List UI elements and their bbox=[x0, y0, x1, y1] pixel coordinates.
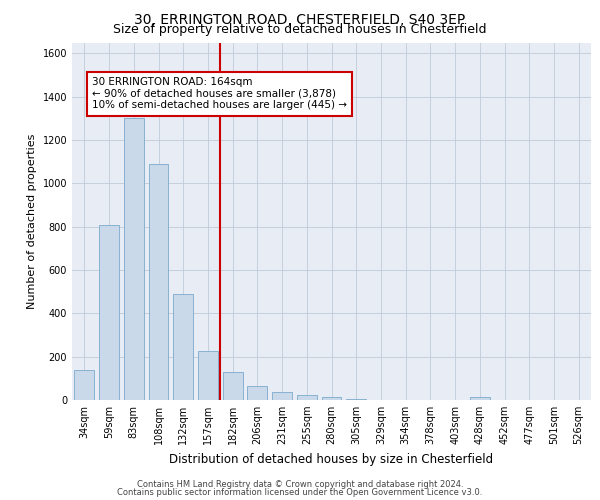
Text: Contains public sector information licensed under the Open Government Licence v3: Contains public sector information licen… bbox=[118, 488, 482, 497]
Bar bbox=[346, 399, 366, 400]
X-axis label: Distribution of detached houses by size in Chesterfield: Distribution of detached houses by size … bbox=[169, 452, 494, 466]
Bar bbox=[223, 372, 242, 400]
Bar bbox=[322, 397, 341, 400]
Bar bbox=[124, 118, 143, 400]
Bar bbox=[74, 370, 94, 400]
Y-axis label: Number of detached properties: Number of detached properties bbox=[27, 134, 37, 309]
Text: Contains HM Land Registry data © Crown copyright and database right 2024.: Contains HM Land Registry data © Crown c… bbox=[137, 480, 463, 489]
Bar bbox=[173, 294, 193, 400]
Bar bbox=[247, 386, 267, 400]
Bar bbox=[272, 392, 292, 400]
Bar bbox=[297, 394, 317, 400]
Bar bbox=[470, 397, 490, 400]
Text: Size of property relative to detached houses in Chesterfield: Size of property relative to detached ho… bbox=[113, 22, 487, 36]
Bar bbox=[149, 164, 169, 400]
Bar bbox=[99, 224, 119, 400]
Bar bbox=[198, 351, 218, 400]
Text: 30, ERRINGTON ROAD, CHESTERFIELD, S40 3EP: 30, ERRINGTON ROAD, CHESTERFIELD, S40 3E… bbox=[134, 12, 466, 26]
Text: 30 ERRINGTON ROAD: 164sqm
← 90% of detached houses are smaller (3,878)
10% of se: 30 ERRINGTON ROAD: 164sqm ← 90% of detac… bbox=[92, 77, 347, 110]
